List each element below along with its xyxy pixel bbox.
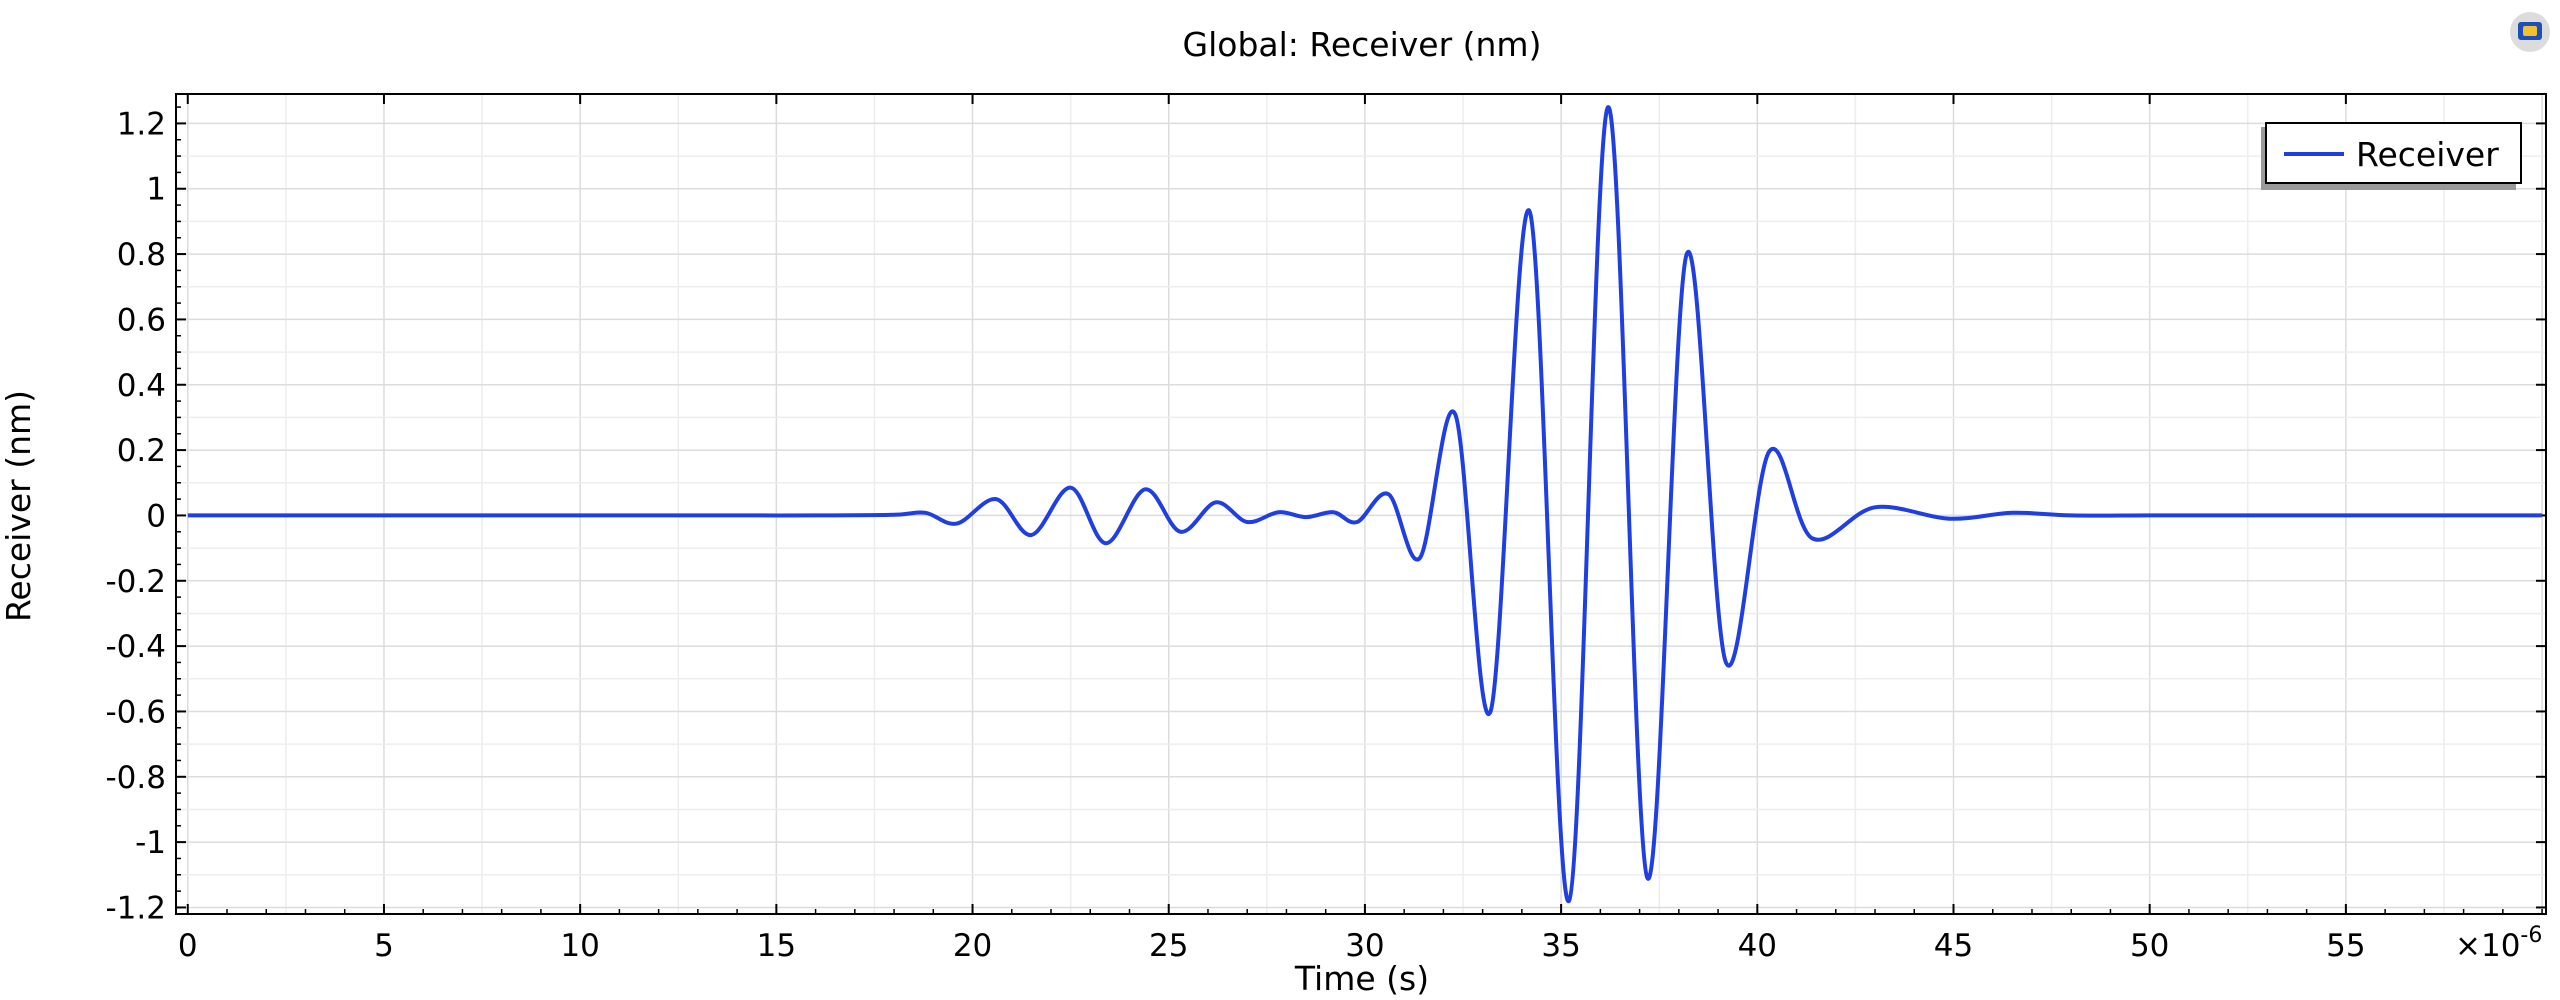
- plot-frame: [175, 93, 2547, 915]
- series-layer: [187, 105, 2543, 903]
- x-axis-title: Time (s): [1294, 959, 1429, 998]
- y-tick-label: 1.2: [117, 106, 166, 142]
- y-tick-label: -1: [135, 825, 166, 861]
- x-tick-label: 0: [178, 928, 198, 964]
- x-tick-label: 15: [757, 928, 796, 964]
- x-tick-label: 5: [374, 928, 394, 964]
- y-tick-label: 0: [146, 498, 166, 534]
- legend: Receiver: [2261, 122, 2522, 190]
- x-tick-label: 45: [1934, 928, 1973, 964]
- y-tick-label: -0.2: [106, 564, 167, 600]
- x-tick-label: 50: [2130, 928, 2169, 964]
- x-tick-label: 55: [2326, 928, 2365, 964]
- y-tick-label: -0.6: [106, 694, 167, 730]
- x-tick-label: 30: [1345, 928, 1384, 964]
- chart-title: Global: Receiver (nm): [1183, 25, 1542, 64]
- app-logo-icon: [2510, 12, 2550, 52]
- y-tick-label: -0.8: [106, 760, 167, 796]
- axis-ticks: 0 5 10 15 20 25 30 35 40 45 50 551.210.80.60.40.20-…: [106, 94, 2546, 964]
- x-tick-label: 25: [1149, 928, 1188, 964]
- x-tick-label: 35: [1541, 928, 1580, 964]
- y-tick-label: 1: [146, 172, 166, 208]
- grid: [176, 94, 2546, 914]
- y-tick-label: 0.6: [117, 302, 166, 338]
- y-tick-label: 0.2: [117, 433, 166, 469]
- x-axis-multiplier: ×10-6: [2455, 923, 2542, 964]
- series-line-receiver: [187, 105, 2543, 903]
- x-axis-multiplier-exponent: -6: [2520, 923, 2542, 948]
- y-tick-label: -1.2: [106, 890, 167, 926]
- y-tick-label: -0.4: [106, 629, 167, 665]
- x-axis-multiplier-base: ×10: [2455, 928, 2520, 964]
- x-tick-label: 20: [953, 928, 992, 964]
- x-tick-label: 10: [560, 928, 599, 964]
- y-tick-label: 0.8: [117, 237, 166, 273]
- y-tick-label: 0.4: [117, 368, 166, 404]
- x-tick-label: 40: [1738, 928, 1777, 964]
- legend-label: Receiver: [2356, 135, 2499, 174]
- y-axis-title: Receiver (nm): [0, 390, 38, 622]
